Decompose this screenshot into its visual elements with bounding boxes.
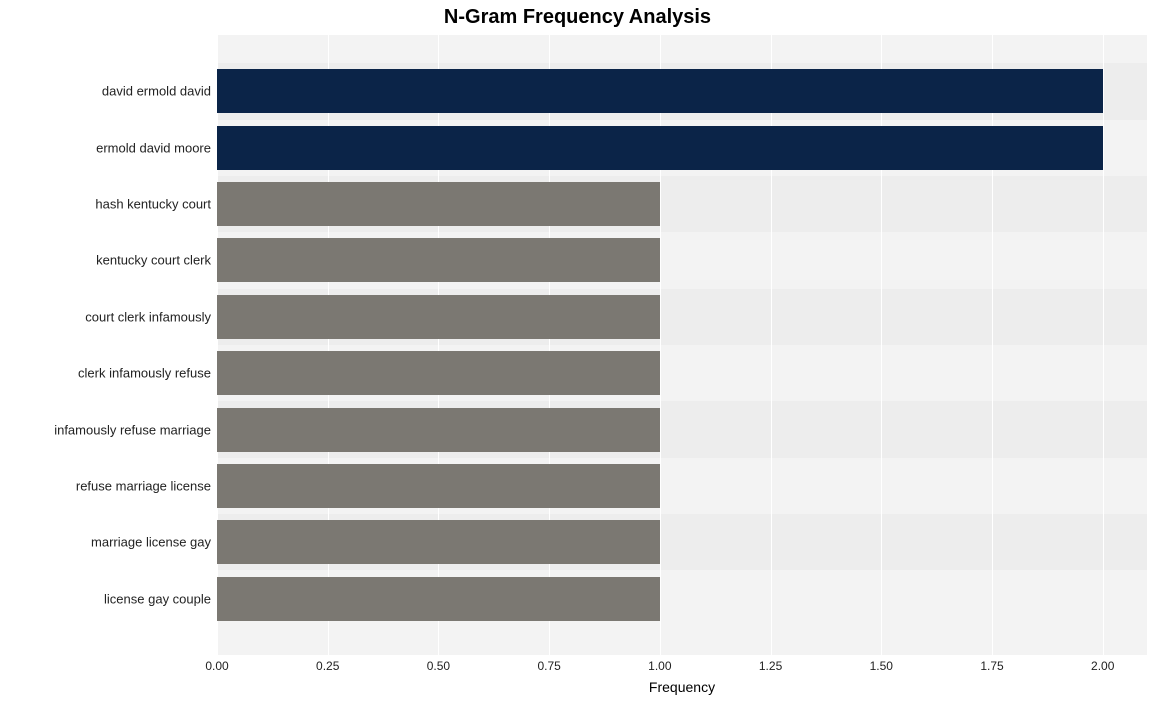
y-tick-label: court clerk infamously (85, 309, 211, 324)
bar (217, 520, 660, 564)
plot-area: Frequency 0.000.250.500.751.001.251.501.… (217, 35, 1147, 655)
x-axis-title: Frequency (217, 679, 1147, 695)
x-tick-label: 2.00 (1091, 659, 1114, 673)
y-tick-label: hash kentucky court (95, 197, 211, 212)
bar (217, 577, 660, 621)
bar (217, 295, 660, 339)
x-tick-label: 1.75 (980, 659, 1003, 673)
y-tick-label: david ermold david (102, 84, 211, 99)
bar (217, 464, 660, 508)
bar (217, 351, 660, 395)
x-tick-label: 1.00 (648, 659, 671, 673)
x-tick-label: 1.25 (759, 659, 782, 673)
bar (217, 408, 660, 452)
y-tick-label: license gay couple (104, 591, 211, 606)
y-tick-label: kentucky court clerk (96, 253, 211, 268)
y-tick-label: refuse marriage license (76, 478, 211, 493)
x-tick-label: 0.50 (427, 659, 450, 673)
ngram-frequency-chart: N-Gram Frequency Analysis Frequency 0.00… (0, 0, 1155, 701)
x-tick-label: 0.75 (537, 659, 560, 673)
bar (217, 238, 660, 282)
x-tick-label: 0.25 (316, 659, 339, 673)
bar (217, 182, 660, 226)
y-tick-label: clerk infamously refuse (78, 366, 211, 381)
y-tick-label: marriage license gay (91, 535, 211, 550)
chart-title: N-Gram Frequency Analysis (0, 6, 1155, 29)
x-tick-label: 0.00 (205, 659, 228, 673)
gridline (1103, 35, 1104, 655)
x-tick-label: 1.50 (870, 659, 893, 673)
y-tick-label: ermold david moore (96, 140, 211, 155)
bar (217, 126, 1103, 170)
bar (217, 69, 1103, 113)
y-tick-label: infamously refuse marriage (54, 422, 211, 437)
